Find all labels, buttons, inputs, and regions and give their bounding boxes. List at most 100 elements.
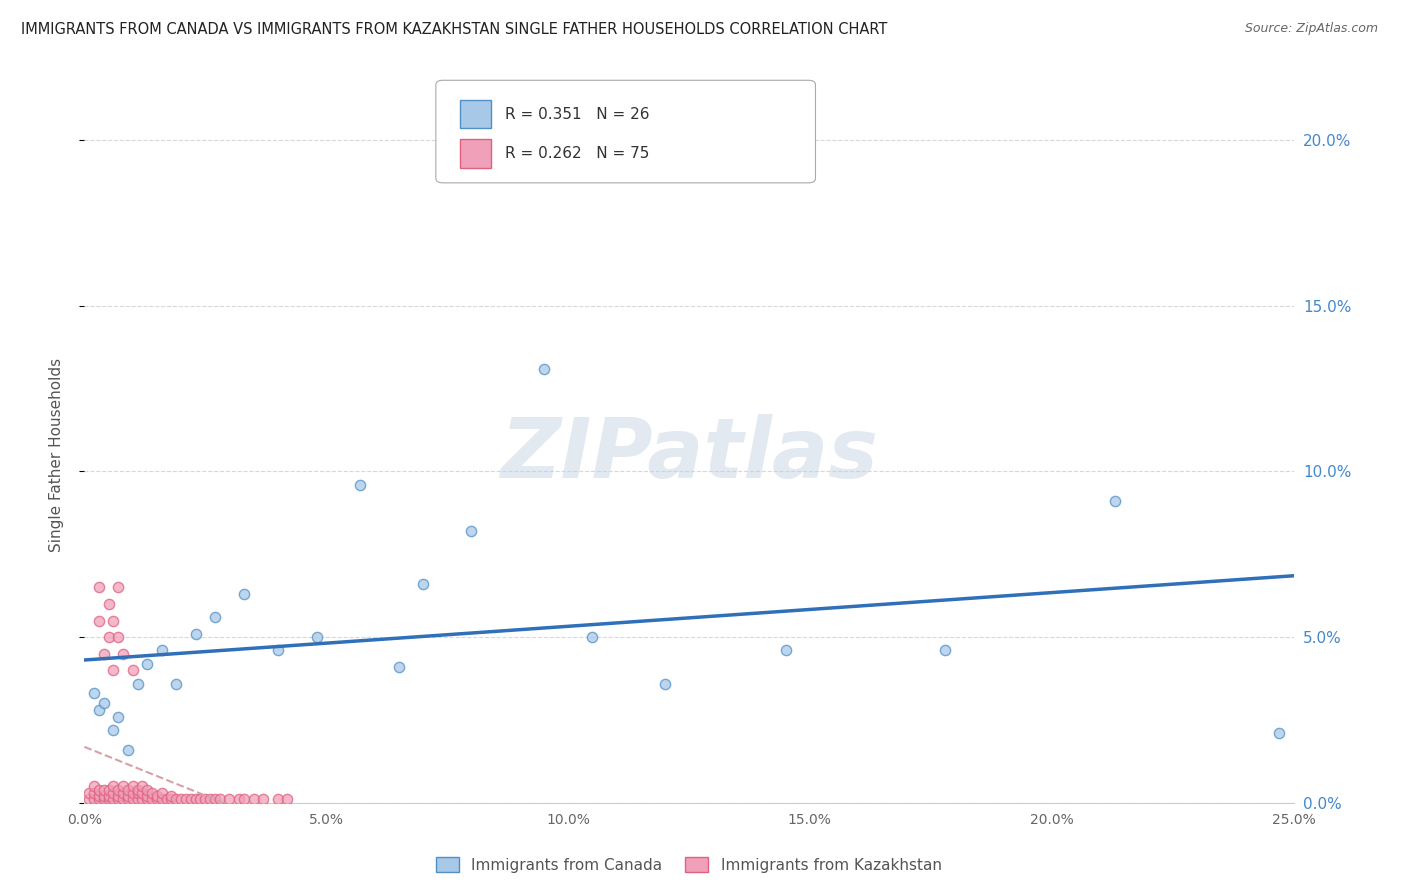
Point bbox=[97, 789, 120, 804]
Text: Source: ZipAtlas.com: Source: ZipAtlas.com bbox=[1244, 22, 1378, 36]
Point bbox=[87, 614, 110, 628]
Point bbox=[267, 643, 290, 657]
Point bbox=[654, 676, 676, 690]
Point bbox=[112, 792, 135, 806]
Point bbox=[97, 782, 120, 797]
Point bbox=[87, 581, 110, 595]
Point bbox=[252, 792, 274, 806]
Point bbox=[117, 782, 139, 797]
Point bbox=[97, 792, 120, 806]
Point bbox=[775, 643, 797, 657]
Point bbox=[117, 792, 139, 806]
Point bbox=[204, 610, 226, 624]
Point bbox=[194, 792, 217, 806]
Point bbox=[146, 792, 169, 806]
Point bbox=[127, 786, 149, 800]
Point bbox=[136, 789, 159, 804]
Point bbox=[117, 789, 139, 804]
Point bbox=[107, 630, 129, 644]
Point bbox=[103, 723, 125, 737]
Point bbox=[460, 524, 482, 538]
Point bbox=[198, 792, 221, 806]
Point bbox=[77, 786, 100, 800]
Point bbox=[155, 792, 177, 806]
Point bbox=[146, 789, 169, 804]
Point bbox=[136, 792, 159, 806]
Point bbox=[170, 792, 193, 806]
Point bbox=[180, 792, 202, 806]
Point bbox=[112, 647, 135, 661]
Point bbox=[165, 792, 187, 806]
Point bbox=[141, 792, 163, 806]
Text: R = 0.262   N = 75: R = 0.262 N = 75 bbox=[505, 146, 650, 161]
Point bbox=[87, 782, 110, 797]
Legend: Immigrants from Canada, Immigrants from Kazakhstan: Immigrants from Canada, Immigrants from … bbox=[430, 850, 948, 879]
Point bbox=[83, 786, 105, 800]
Point bbox=[276, 792, 298, 806]
Point bbox=[204, 792, 226, 806]
Point bbox=[184, 792, 207, 806]
Point bbox=[150, 786, 173, 800]
Text: ZIPatlas: ZIPatlas bbox=[501, 415, 877, 495]
Point bbox=[934, 643, 956, 657]
Point bbox=[93, 789, 115, 804]
Point bbox=[93, 782, 115, 797]
Point bbox=[208, 792, 231, 806]
Point bbox=[112, 779, 135, 793]
Point bbox=[83, 686, 105, 700]
Point bbox=[87, 792, 110, 806]
Point bbox=[174, 792, 197, 806]
Point bbox=[141, 786, 163, 800]
Point bbox=[87, 703, 110, 717]
Point bbox=[165, 676, 187, 690]
Point bbox=[1268, 726, 1291, 740]
Point bbox=[121, 779, 143, 793]
Point bbox=[160, 792, 183, 806]
Point bbox=[136, 657, 159, 671]
Point bbox=[150, 643, 173, 657]
Point bbox=[233, 587, 256, 601]
Point bbox=[87, 789, 110, 804]
Point bbox=[121, 792, 143, 806]
Point bbox=[112, 786, 135, 800]
Point bbox=[77, 792, 100, 806]
Point bbox=[184, 627, 207, 641]
Point bbox=[93, 792, 115, 806]
Point bbox=[349, 477, 371, 491]
Text: R = 0.351   N = 26: R = 0.351 N = 26 bbox=[505, 107, 650, 121]
Point bbox=[131, 786, 153, 800]
Point bbox=[218, 792, 240, 806]
Point bbox=[233, 792, 256, 806]
Point bbox=[93, 697, 115, 711]
Text: IMMIGRANTS FROM CANADA VS IMMIGRANTS FROM KAZAKHSTAN SINGLE FATHER HOUSEHOLDS CO: IMMIGRANTS FROM CANADA VS IMMIGRANTS FRO… bbox=[21, 22, 887, 37]
Point bbox=[228, 792, 250, 806]
Point bbox=[127, 792, 149, 806]
Point bbox=[93, 647, 115, 661]
Point bbox=[127, 782, 149, 797]
Point bbox=[388, 660, 411, 674]
Point bbox=[107, 581, 129, 595]
Point bbox=[103, 663, 125, 677]
Point bbox=[1104, 494, 1126, 508]
Point bbox=[412, 577, 434, 591]
Point bbox=[97, 630, 120, 644]
Point bbox=[190, 792, 212, 806]
Y-axis label: Single Father Households: Single Father Households bbox=[49, 358, 63, 552]
Point bbox=[103, 792, 125, 806]
Point bbox=[103, 779, 125, 793]
Point bbox=[103, 786, 125, 800]
Point bbox=[107, 709, 129, 723]
Point bbox=[267, 792, 290, 806]
Point bbox=[160, 789, 183, 804]
Point bbox=[136, 782, 159, 797]
Point bbox=[533, 361, 555, 376]
Point bbox=[131, 779, 153, 793]
Point bbox=[242, 792, 264, 806]
Point bbox=[305, 630, 328, 644]
Point bbox=[127, 676, 149, 690]
Point bbox=[107, 789, 129, 804]
Point bbox=[107, 792, 129, 806]
Point bbox=[131, 792, 153, 806]
Point bbox=[83, 792, 105, 806]
Point bbox=[103, 614, 125, 628]
